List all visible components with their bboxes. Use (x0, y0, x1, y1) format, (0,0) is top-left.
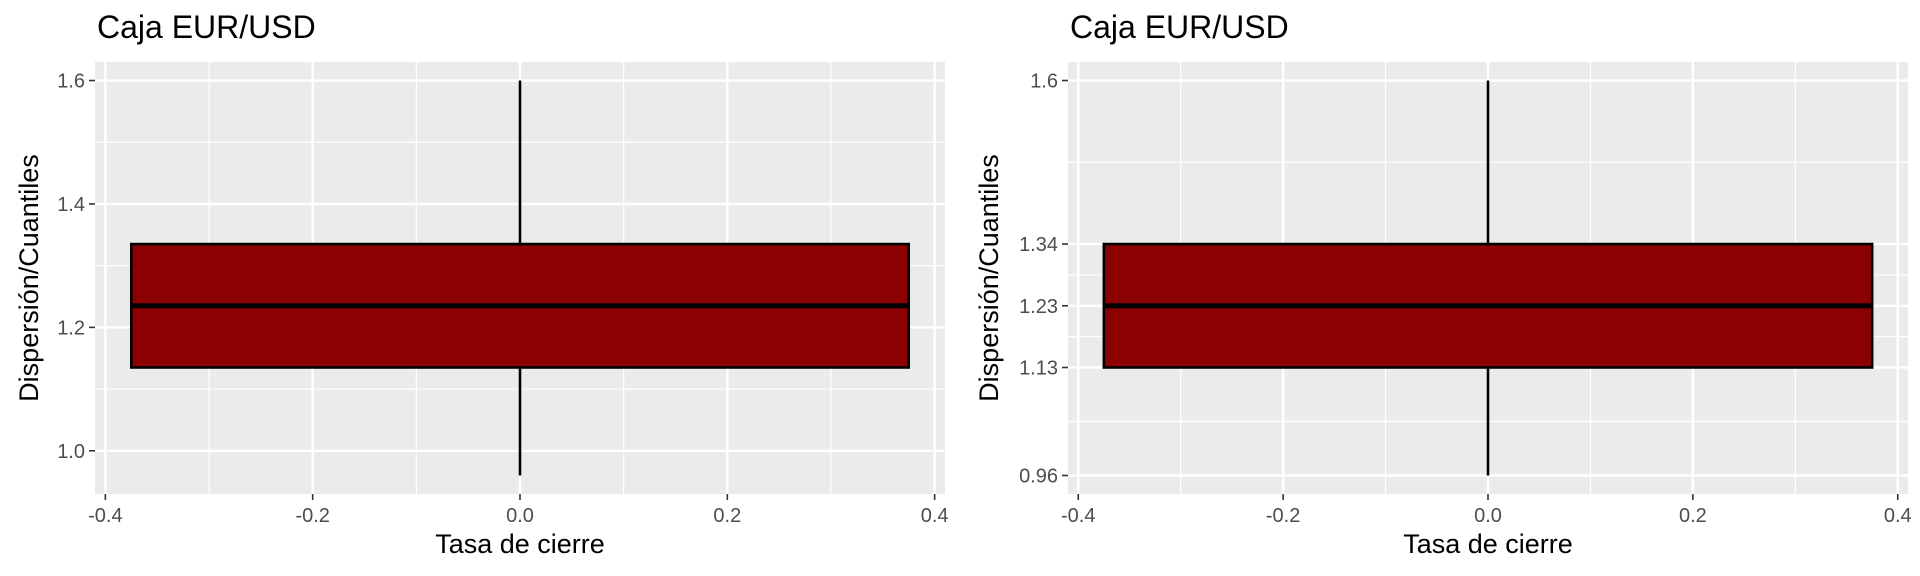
x-tick-label: -0.2 (295, 505, 329, 527)
x-axis-title-2: Tasa de cierre (1403, 529, 1573, 559)
y-tick-label: 1.23 (1019, 296, 1058, 318)
x-tick-label: 0.4 (1884, 505, 1912, 527)
y-tick-label: 1.6 (57, 71, 85, 93)
y-tick-label: 1.34 (1019, 234, 1058, 256)
x-axis-title-1: Tasa de cierre (435, 529, 605, 559)
y-tick-label: 1.2 (57, 317, 85, 339)
chart-title-2: Caja EUR/USD (1070, 9, 1289, 45)
y-tick-label: 1.13 (1019, 357, 1058, 379)
x-tick-label: 0.2 (1679, 505, 1707, 527)
y-axis-ticks-1: 1.0 1.2 1.4 1.6 (57, 71, 95, 463)
x-axis-ticks-1: -0.4 -0.2 0.0 0.2 0.4 (88, 494, 949, 527)
y-tick-label: 1.0 (57, 441, 85, 463)
x-tick-label: 0.2 (713, 505, 741, 527)
x-tick-label: -0.4 (1061, 505, 1095, 527)
x-axis-ticks-2: -0.4 -0.2 0.0 0.2 0.4 (1061, 494, 1912, 527)
x-tick-label: 0.0 (506, 505, 534, 527)
y-axis-title-1: Dispersión/Cuantiles (14, 154, 44, 402)
x-tick-label: -0.4 (88, 505, 122, 527)
chart-title-1: Caja EUR/USD (97, 9, 316, 45)
y-axis-title-2: Dispersión/Cuantiles (974, 154, 1004, 402)
y-tick-label: 0.96 (1019, 465, 1058, 487)
y-tick-label: 1.6 (1030, 71, 1058, 93)
x-tick-label: 0.0 (1474, 505, 1502, 527)
boxplot-2 (1102, 80, 1874, 476)
x-tick-label: -0.2 (1266, 505, 1300, 527)
y-tick-label: 1.4 (57, 194, 85, 216)
chart-panel-2: Caja EUR/USD 0.961.131.231.341.6 -0.4 -0.… (974, 9, 1912, 559)
x-tick-label: 0.4 (921, 505, 949, 527)
boxplot-1 (129, 80, 911, 476)
y-axis-ticks-2: 0.96 1.13 1.23 1.34 1.6 (1019, 71, 1068, 487)
chart-panel-1: Caja EUR/USD 1.0 1.2 1.4 1.6 -0.4 -0.2 0.0 0.2… (14, 9, 949, 559)
